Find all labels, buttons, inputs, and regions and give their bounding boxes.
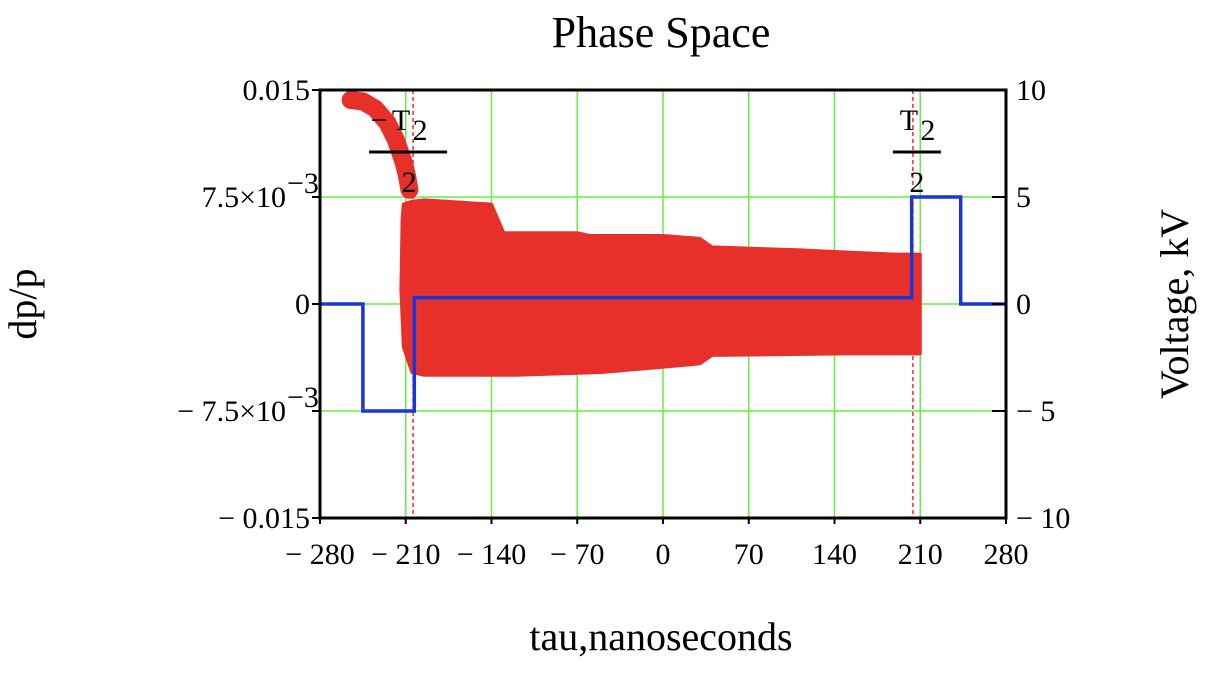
x-tick-label: 0: [656, 538, 671, 571]
x-tick-label: − 70: [550, 538, 604, 571]
y-tick-label: 0.015: [243, 74, 311, 107]
y2-tick-label: − 10: [1016, 502, 1070, 535]
y2-tick-label: 5: [1016, 181, 1031, 214]
x-axis-label: tau,nanoseconds: [529, 614, 792, 659]
x-tick-label: − 210: [371, 538, 440, 571]
y-axis-label: dp/p: [0, 268, 45, 339]
marker-subscript: 2: [413, 114, 428, 147]
marker-label: T: [392, 104, 410, 137]
y2-tick-label: − 5: [1016, 395, 1055, 428]
particle-tail: [341, 91, 419, 199]
x-tick-label: − 280: [285, 538, 354, 571]
y-tick-label: − 0.015: [218, 502, 310, 535]
y2-axis-label: Voltage, kV: [1152, 209, 1197, 399]
chart-title: Phase Space: [552, 8, 771, 57]
voltage-series: [320, 195, 1006, 413]
voltage-line: [320, 195, 1006, 413]
x-tick-label: 140: [812, 538, 857, 571]
y2-tick-label: 10: [1016, 74, 1046, 107]
markers: − T 22T 22: [369, 90, 941, 518]
y-tick-label: − 7.5×10: [177, 395, 286, 428]
marker-denominator: 2: [402, 166, 417, 199]
y-tick-label: 0: [295, 288, 310, 321]
particle-envelope: [399, 198, 922, 377]
x-ticks: − 280 − 210 − 140 − 70 0 70 140 210 280: [285, 518, 1029, 571]
x-tick-label: 70: [734, 538, 764, 571]
particle-distribution: [341, 91, 922, 377]
y2-tick-label: 0: [1016, 288, 1031, 321]
x-tick-label: − 140: [457, 538, 526, 571]
marker-subscript: 2: [920, 114, 935, 147]
y2-ticks: 10 5 0 − 5 − 10: [992, 74, 1070, 535]
y-tick-exponent: −3: [287, 381, 319, 414]
marker-prefix: −: [371, 104, 388, 137]
marker-label: T: [900, 104, 918, 137]
y-tick-exponent: −3: [287, 167, 319, 200]
marker-denominator: 2: [909, 166, 924, 199]
y-tick-label: 7.5×10: [202, 181, 286, 214]
x-tick-label: 210: [898, 538, 943, 571]
x-tick-label: 280: [984, 538, 1029, 571]
